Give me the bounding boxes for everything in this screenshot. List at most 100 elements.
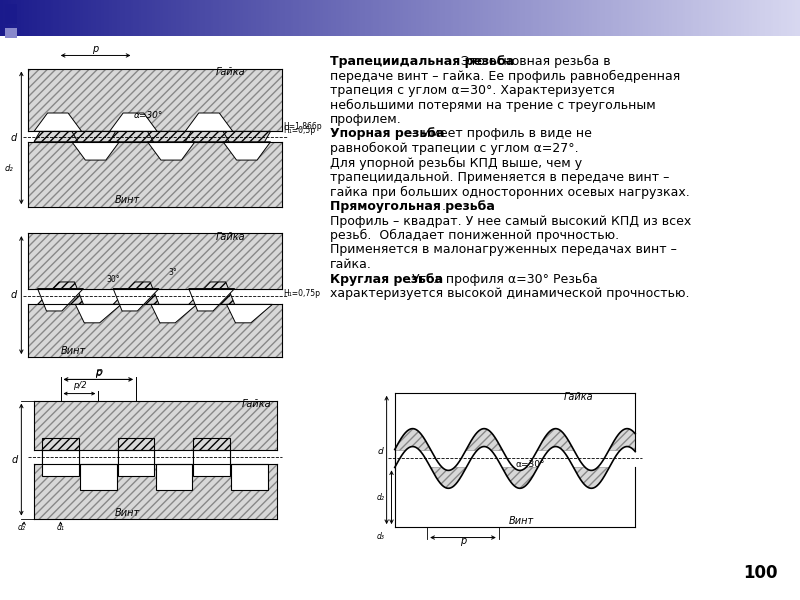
Bar [638,0,641,36]
Bar [792,0,795,36]
Bar [448,0,451,36]
Bar [94,0,97,36]
Bar [754,0,758,36]
Polygon shape [113,282,159,304]
Bar [250,0,254,36]
Polygon shape [110,113,157,131]
Bar [342,0,345,36]
Bar [40,0,43,36]
Text: трапеция с углом α=30°. Характеризуется: трапеция с углом α=30°. Характеризуется [330,84,614,97]
Bar [224,0,227,36]
Bar [574,0,577,36]
Bar [136,0,139,36]
Bar [134,0,137,36]
Polygon shape [75,304,122,323]
Bar [530,0,534,36]
Bar [418,0,422,36]
Polygon shape [42,450,79,476]
Bar [48,0,51,36]
Bar [526,0,529,36]
Bar [282,0,286,36]
Polygon shape [34,113,82,131]
Bar [222,0,225,36]
Bar [586,0,590,36]
Bar [618,0,622,36]
Text: H₁=0,75p: H₁=0,75p [283,289,320,298]
Bar [742,0,745,36]
Bar [302,0,305,36]
Text: резьб.  Обладает пониженной прочностью.: резьб. Обладает пониженной прочностью. [330,229,619,242]
Bar [560,0,563,36]
Bar [626,0,630,36]
Bar [690,0,694,36]
Bar [142,0,145,36]
Text: Для упорной резьбы КПД выше, чем у: Для упорной резьбы КПД выше, чем у [330,157,582,170]
Bar [674,0,678,36]
Bar [502,0,505,36]
Bar [96,0,99,36]
Bar [664,0,667,36]
Bar [504,0,507,36]
Bar [206,0,209,36]
Bar [296,0,299,36]
Bar [592,0,595,36]
Bar [344,0,347,36]
Text: H₁=0,5p: H₁=0,5p [283,125,315,134]
Bar [766,0,769,36]
Bar [554,0,558,36]
Bar [706,0,710,36]
Text: d: d [378,446,383,455]
Bar [472,0,475,36]
Text: d: d [10,290,16,300]
Text: p: p [94,367,102,377]
Bar [454,0,457,36]
Bar [744,0,747,36]
Bar [26,0,30,36]
Text: d₂: d₂ [376,493,384,502]
Bar [176,0,179,36]
Bar [688,0,691,36]
Bar [160,0,163,36]
Text: d₂: d₂ [18,523,26,532]
Bar [278,0,281,36]
Polygon shape [194,450,230,476]
Bar [602,0,606,36]
Bar [534,0,537,36]
Bar [722,0,726,36]
Bar [16,0,19,36]
Bar [58,0,62,36]
Bar [50,0,54,36]
Bar [610,0,614,36]
Text: Гайка: Гайка [216,232,246,242]
Bar [158,0,161,36]
Bar [232,0,235,36]
Bar [590,0,593,36]
Bar [464,0,467,36]
Bar [536,0,539,36]
Bar [514,0,518,36]
Bar [182,0,185,36]
Bar [362,0,366,36]
Bar [786,0,790,36]
Bar [64,0,67,36]
Bar [790,0,793,36]
Bar [168,0,171,36]
Bar [30,0,33,36]
Bar [152,0,155,36]
Bar [42,0,46,36]
Bar [466,0,470,36]
Text: p/2: p/2 [73,380,86,389]
Text: Гайка: Гайка [242,398,271,409]
Text: Профиль – квадрат. У нее самый высокий КПД из всех: Профиль – квадрат. У нее самый высокий К… [330,214,691,227]
Polygon shape [42,439,79,464]
Bar [186,0,190,36]
Bar [720,0,723,36]
Bar [18,0,22,36]
Bar [714,0,718,36]
Bar [434,0,438,36]
Bar [322,0,326,36]
Bar [730,0,734,36]
Bar [666,0,670,36]
Bar [14,0,17,36]
Bar [426,0,430,36]
